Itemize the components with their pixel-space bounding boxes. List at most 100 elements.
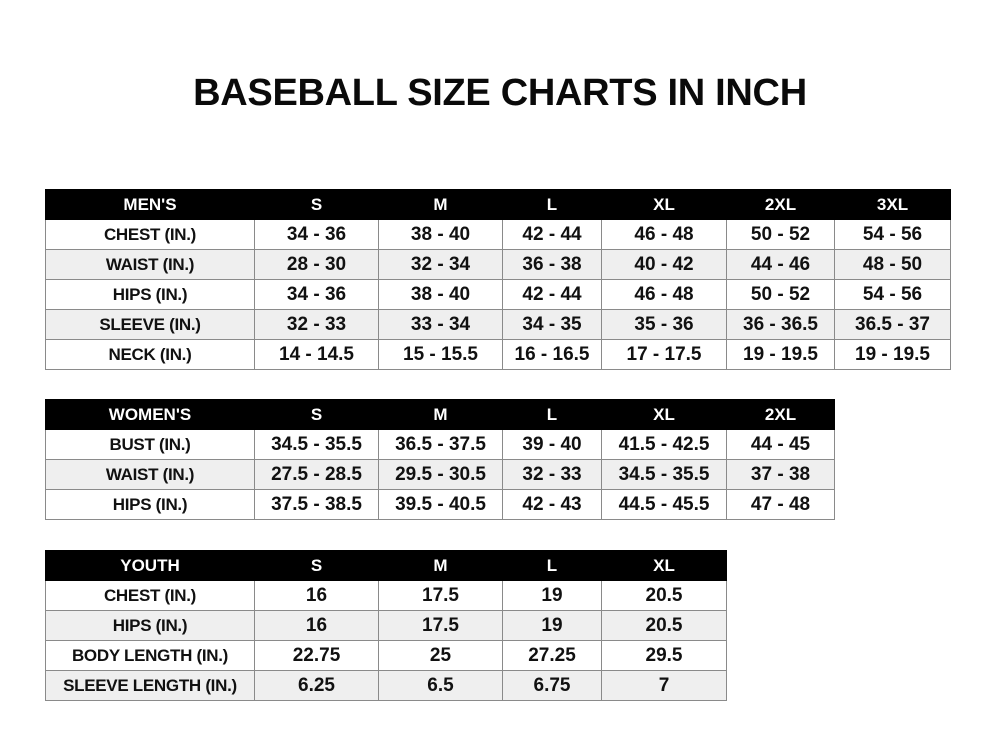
size-value-cell: 16 - 16.5 [502,339,602,370]
measurement-label: BODY LENGTH (IN.) [45,640,255,671]
size-header-cell: S [254,189,379,220]
size-value-cell: 20.5 [601,610,727,641]
size-value-cell: 20.5 [601,580,727,611]
size-value-cell: 37 - 38 [726,459,835,490]
size-value-cell: 22.75 [254,640,379,671]
size-value-cell: 44 - 46 [726,249,835,280]
page-title: BASEBALL SIZE CHARTS IN INCH [193,72,807,114]
size-value-cell: 39 - 40 [502,429,602,460]
size-value-cell: 54 - 56 [834,279,951,310]
size-value-cell: 19 [502,580,602,611]
table-row: BODY LENGTH (IN.) 22.75 25 27.25 29.5 [45,640,727,671]
measurement-label: BUST (IN.) [45,429,255,460]
table-row: SLEEVE LENGTH (IN.) 6.25 6.5 6.75 7 [45,670,727,701]
measurement-label: HIPS (IN.) [45,489,255,520]
size-value-cell: 17 - 17.5 [601,339,727,370]
size-value-cell: 27.5 - 28.5 [254,459,379,490]
size-value-cell: 32 - 33 [254,309,379,340]
size-value-cell: 14 - 14.5 [254,339,379,370]
table-row: WAIST (IN.) 27.5 - 28.5 29.5 - 30.5 32 - 33… [45,459,835,490]
measurement-label: WAIST (IN.) [45,459,255,490]
size-value-cell: 16 [254,610,379,641]
table-row: WAIST (IN.) 28 - 30 32 - 34 36 - 38 40 - 42 4… [45,249,951,280]
size-value-cell: 41.5 - 42.5 [601,429,727,460]
table-row: CHEST (IN.) 16 17.5 19 20.5 [45,580,727,611]
size-value-cell: 17.5 [378,610,503,641]
table-header-row: WOMEN'S S M L XL 2XL [45,399,835,430]
table-row: HIPS (IN.) 16 17.5 19 20.5 [45,610,727,641]
size-value-cell: 38 - 40 [378,219,503,250]
table-row: NECK (IN.) 14 - 14.5 15 - 15.5 16 - 16.5 17 … [45,339,951,370]
size-value-cell: 36.5 - 37 [834,309,951,340]
size-value-cell: 34.5 - 35.5 [601,459,727,490]
size-value-cell: 39.5 - 40.5 [378,489,503,520]
size-header-cell: 3XL [834,189,951,220]
size-value-cell: 33 - 34 [378,309,503,340]
size-header-cell: L [502,550,602,581]
size-value-cell: 50 - 52 [726,279,835,310]
size-header-cell: S [254,399,379,430]
size-value-cell: 34 - 35 [502,309,602,340]
size-value-cell: 46 - 48 [601,219,727,250]
size-value-cell: 50 - 52 [726,219,835,250]
measurement-label: CHEST (IN.) [45,580,255,611]
size-header-cell: XL [601,550,727,581]
table-title-cell: MEN'S [45,189,255,220]
table-header-row: YOUTH S M L XL [45,550,727,581]
womens-size-table: WOMEN'S S M L XL 2XL BUST (IN.) 34.5 - 35.5 36.5… [45,399,835,520]
size-header-cell: L [502,399,602,430]
size-value-cell: 16 [254,580,379,611]
measurement-label: SLEEVE (IN.) [45,309,255,340]
size-value-cell: 36 - 38 [502,249,602,280]
size-value-cell: 29.5 - 30.5 [378,459,503,490]
size-value-cell: 19 - 19.5 [726,339,835,370]
measurement-label: CHEST (IN.) [45,219,255,250]
size-value-cell: 44.5 - 45.5 [601,489,727,520]
size-value-cell: 42 - 43 [502,489,602,520]
size-header-cell: M [378,550,503,581]
measurement-label: HIPS (IN.) [45,610,255,641]
size-value-cell: 34.5 - 35.5 [254,429,379,460]
table-row: BUST (IN.) 34.5 - 35.5 36.5 - 37.5 39 - 40 4… [45,429,835,460]
size-value-cell: 54 - 56 [834,219,951,250]
size-value-cell: 29.5 [601,640,727,671]
size-value-cell: 42 - 44 [502,219,602,250]
measurement-label: NECK (IN.) [45,339,255,370]
size-value-cell: 6.75 [502,670,602,701]
table-row: HIPS (IN.) 37.5 - 38.5 39.5 - 40.5 42 - 43 4… [45,489,835,520]
measurement-label: HIPS (IN.) [45,279,255,310]
size-header-cell: 2XL [726,399,835,430]
measurement-label: WAIST (IN.) [45,249,255,280]
youth-size-table: YOUTH S M L XL CHEST (IN.) 16 17.5 19 20.5 HIPS (I… [45,550,727,701]
size-value-cell: 32 - 34 [378,249,503,280]
measurement-label: SLEEVE LENGTH (IN.) [45,670,255,701]
size-value-cell: 47 - 48 [726,489,835,520]
mens-size-table: MEN'S S M L XL 2XL 3XL CHEST (IN.) 34 - 36 38 - 4… [45,189,951,370]
size-value-cell: 34 - 36 [254,279,379,310]
size-value-cell: 42 - 44 [502,279,602,310]
size-value-cell: 28 - 30 [254,249,379,280]
size-header-cell: L [502,189,602,220]
size-header-cell: M [378,189,503,220]
size-value-cell: 46 - 48 [601,279,727,310]
size-value-cell: 35 - 36 [601,309,727,340]
size-value-cell: 6.25 [254,670,379,701]
size-header-cell: M [378,399,503,430]
size-header-cell: XL [601,189,727,220]
size-value-cell: 40 - 42 [601,249,727,280]
size-value-cell: 15 - 15.5 [378,339,503,370]
size-value-cell: 44 - 45 [726,429,835,460]
size-value-cell: 7 [601,670,727,701]
table-row: SLEEVE (IN.) 32 - 33 33 - 34 34 - 35 35 - 36… [45,309,951,340]
size-header-cell: XL [601,399,727,430]
size-value-cell: 32 - 33 [502,459,602,490]
size-header-cell: S [254,550,379,581]
size-value-cell: 17.5 [378,580,503,611]
table-row: CHEST (IN.) 34 - 36 38 - 40 42 - 44 46 - 48 5… [45,219,951,250]
table-title-cell: YOUTH [45,550,255,581]
size-value-cell: 27.25 [502,640,602,671]
size-value-cell: 19 [502,610,602,641]
size-value-cell: 34 - 36 [254,219,379,250]
size-value-cell: 6.5 [378,670,503,701]
table-header-row: MEN'S S M L XL 2XL 3XL [45,189,951,220]
